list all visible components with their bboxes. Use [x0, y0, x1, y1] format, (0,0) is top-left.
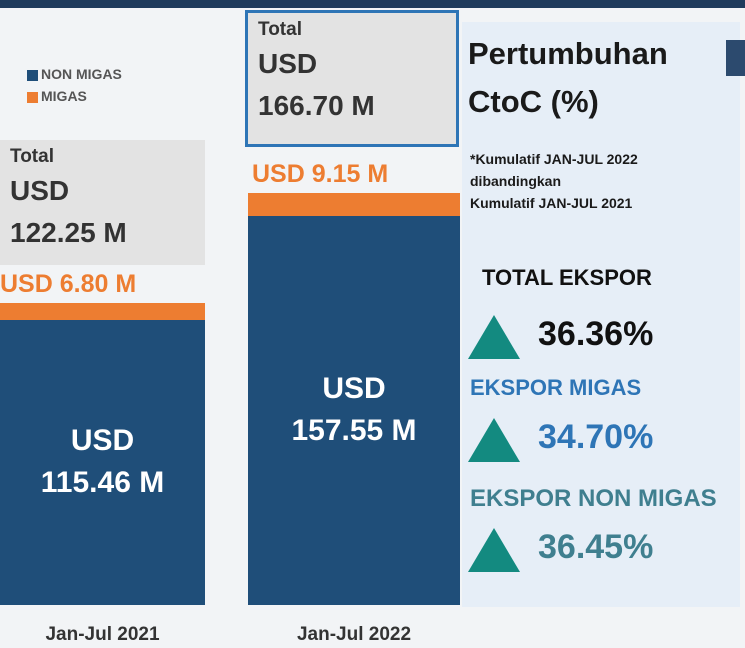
growth-value: 36.36%: [538, 315, 654, 353]
up-triangle: [468, 315, 520, 359]
top-band: [0, 0, 745, 8]
growth-label: TOTAL EKSPOR: [482, 265, 652, 290]
total-box: Total USD 122.25 M: [0, 140, 205, 265]
total-value: USD 122.25 M: [10, 175, 127, 248]
growth-title: Pertumbuhan CtoC (%): [468, 36, 668, 119]
growth-panel: [462, 22, 740, 607]
note-line: dibandingkan: [470, 173, 561, 189]
bar-segment: [0, 303, 205, 320]
total-label: Total: [258, 19, 302, 40]
total-value: USD 166.70 M: [258, 48, 375, 121]
growth-value: 34.70%: [538, 418, 654, 456]
legend-label: NON MIGAS: [41, 66, 122, 82]
growth-note: *Kumulatif JAN-JUL 2022 dibandingkan Kumul…: [470, 148, 638, 214]
x-tick-label: Jan-Jul 2021: [45, 624, 160, 645]
value-label: USD 6.80 M: [0, 270, 137, 299]
up-triangle: [468, 418, 520, 462]
panel-marker: [726, 40, 745, 76]
total-label: Total: [10, 146, 54, 167]
growth-value: 36.45%: [538, 528, 654, 566]
note-line: *Kumulatif JAN-JUL 2022: [470, 151, 638, 167]
growth-label: EKSPOR MIGAS: [470, 375, 642, 400]
bar-segment: [248, 193, 460, 216]
x-tick-label: Jan-Jul 2022: [296, 624, 412, 645]
total-box: Total USD 166.70 M: [245, 10, 459, 147]
legend-swatch: [27, 92, 38, 103]
up-triangle: [468, 528, 520, 572]
legend-label: MIGAS: [41, 88, 87, 104]
value-label: USD 115.46 M: [40, 424, 165, 500]
value-label: USD 9.15 M: [252, 160, 389, 189]
value-label: USD 157.55 M: [291, 372, 417, 448]
bar-segment: [0, 319, 205, 605]
note-line: Kumulatif JAN-JUL 2021: [470, 195, 633, 211]
bar-segment: [248, 215, 460, 605]
growth-label: EKSPOR NON MIGAS: [470, 485, 717, 512]
legend-swatch: [27, 70, 38, 81]
